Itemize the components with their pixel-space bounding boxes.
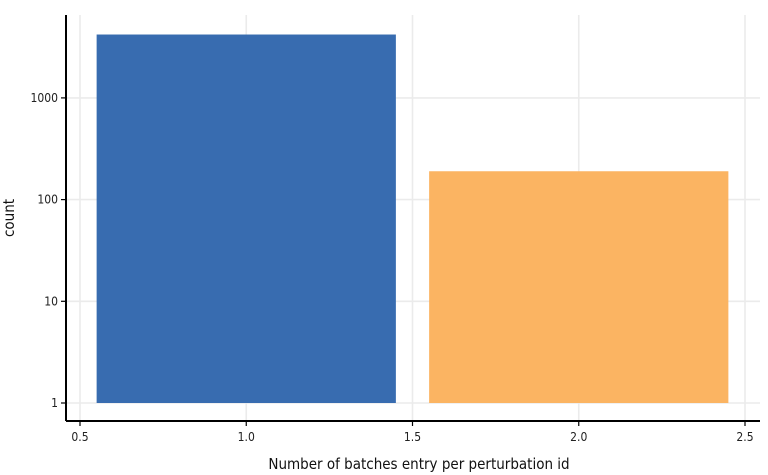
bar-1 — [96, 34, 396, 403]
x-tick-label-2: 1.5 — [404, 430, 421, 444]
bar-2 — [429, 171, 729, 403]
y-tick-label-1: 10 — [44, 294, 58, 308]
y-axis-title: count — [0, 199, 18, 237]
y-tick-label-3: 1000 — [31, 91, 59, 105]
bars — [96, 34, 729, 403]
y-tick-label-0: 1 — [51, 396, 58, 410]
x-tick-label-0: 0.5 — [71, 430, 88, 444]
y-tick-label-2: 100 — [37, 193, 58, 207]
x-axis-title: Number of batches entry per perturbation… — [268, 455, 569, 473]
x-tick-label-4: 2.5 — [736, 430, 753, 444]
axes: 0.5 1.0 1.5 2.0 2.5 1 10 100 1000 — [31, 15, 760, 444]
x-tick-label-3: 2.0 — [570, 430, 587, 444]
x-tick-label-1: 1.0 — [238, 430, 255, 444]
